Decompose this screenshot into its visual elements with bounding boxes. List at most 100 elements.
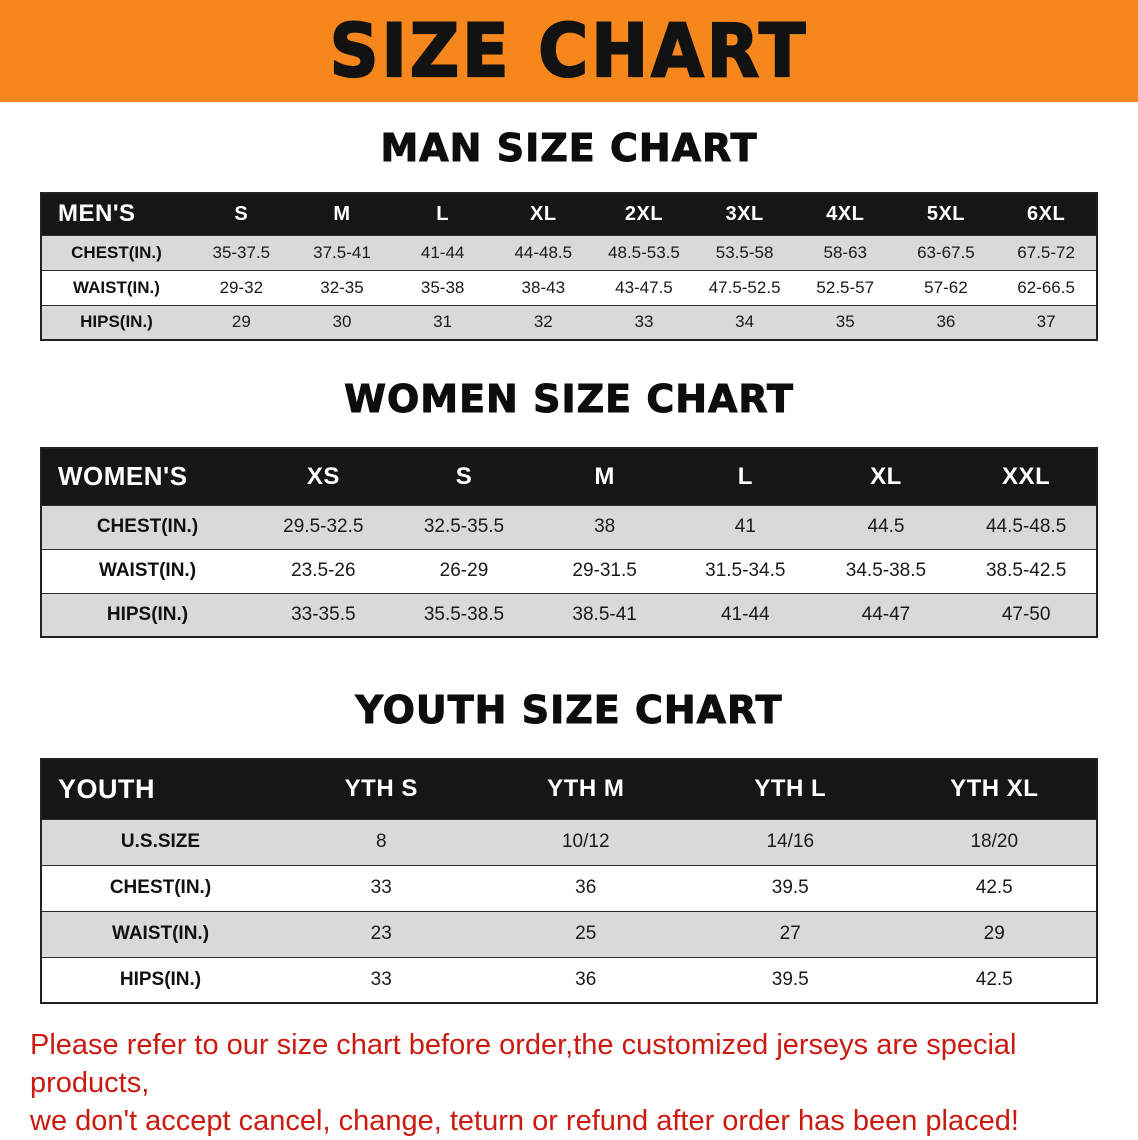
men-size-table: MEN'S S M L XL 2XL 3XL 4XL 5XL 6XL CHEST(IN.) 35-37… [40,192,1098,341]
size-column-header: XL [870,462,902,490]
size-column-header: L [737,462,753,490]
size-value: 25 [575,923,597,944]
size-value: 31 [433,312,453,332]
table-corner-label: WOMEN'S [58,461,188,492]
youth-chart-heading: YOUTH SIZE CHART [355,688,783,733]
size-column-header: 3XL [725,202,764,225]
women-size-table: WOMEN'S XS S M L XL XXL CHEST(IN.) 29.5-32.5 32.5… [40,447,1098,638]
size-value: 39.5 [771,968,809,990]
size-value: 36 [575,877,597,898]
size-value: 57-62 [924,277,968,297]
table-row: HIPS(IN.) 33-35.5 35.5-38.5 38.5-41 41-44 44-… [41,593,1097,637]
men-size-chart-section: MAN SIZE CHART MEN'S S M L XL 2XL 3XL 4XL 5XL 6XL… [0,126,1138,341]
disclaimer: Please refer to our size chart before or… [30,1026,1138,1140]
disclaimer-line-1: Please refer to our size chart before or… [30,1029,1017,1099]
size-value: 29.5-32.5 [283,516,364,537]
size-column-header: 6XL [1027,202,1066,225]
size-value: 43-47.5 [615,277,673,297]
size-value: 47.5-52.5 [708,277,781,297]
row-label: CHEST(IN.) [96,516,199,537]
table-corner-label: MEN'S [58,200,136,228]
size-column-header: 2XL [624,202,664,225]
table-header-row: YOUTH YTH S YTH M YTH L YTH XL [41,759,1097,819]
size-column-header: S [455,462,473,490]
row-label: WAIST(IN.) [111,923,210,944]
size-value: 23 [370,923,392,944]
size-value: 18/20 [970,831,1019,852]
size-value: 36 [575,968,597,990]
women-size-chart-section: WOMEN SIZE CHART WOMEN'S XS S M L XL XXL CHEST(… [0,377,1138,638]
size-value: 36 [936,312,956,332]
size-value: 30 [332,312,352,332]
size-value: 32.5-35.5 [423,516,505,537]
size-value: 37 [1036,312,1056,332]
size-column-header: 5XL [926,202,966,225]
table-row: U.S.SIZE 8 10/12 14/16 18/20 [41,819,1097,865]
table-row: CHEST(IN.) 29.5-32.5 32.5-35.5 38 41 44.5 44.5… [41,505,1097,549]
table-row: CHEST(IN.) 33 36 39.5 42.5 [41,865,1097,911]
row-label: HIPS(IN.) [106,603,189,625]
table-row: WAIST(IN.) 23.5-26 26-29 29-31.5 31.5-34.5 34… [41,549,1097,593]
size-value: 38-43 [521,277,566,297]
size-value: 34.5-38.5 [845,560,927,581]
size-value: 44.5 [867,516,905,537]
size-value: 32-35 [320,277,364,297]
size-value: 34 [735,312,755,332]
size-chart-banner: SIZE CHART [0,0,1138,102]
size-value: 35 [835,312,855,332]
size-value: 39.5 [771,877,809,898]
size-column-header: XL [530,202,557,225]
size-value: 26-29 [439,560,489,581]
size-value: 32 [533,312,553,332]
size-column-header: XS [306,462,340,490]
row-label: CHEST(IN.) [71,242,162,262]
size-value: 8 [375,831,387,852]
size-value: 33 [370,968,392,990]
row-label: CHEST(IN.) [109,877,212,898]
disclaimer-line-2: we don't accept cancel, change, teturn o… [30,1105,1019,1137]
size-column-header: XXL [1002,462,1051,490]
size-value: 35-37.5 [212,242,271,262]
size-value: 35-38 [420,277,465,297]
size-column-header: S [234,202,249,225]
size-value: 67.5-72 [1017,242,1075,262]
size-value: 10/12 [561,831,610,852]
men-chart-heading: MAN SIZE CHART [380,126,758,171]
size-value: 31.5-34.5 [705,560,786,581]
size-column-header: L [436,202,449,225]
table-row: WAIST(IN.) 29-32 32-35 35-38 38-43 43-47.5 47.… [41,270,1097,305]
table-row: CHEST(IN.) 35-37.5 37.5-41 41-44 44-48.5 48.5… [41,235,1097,270]
youth-size-chart-section: YOUTH SIZE CHART YOUTH YTH S YTH M YTH L YTH… [0,688,1138,1004]
size-value: 48.5-53.5 [608,242,680,262]
size-value: 63-67.5 [917,242,975,262]
size-value: 38.5-42.5 [985,560,1067,581]
size-value: 14/16 [766,831,815,852]
size-value: 35.5-38.5 [423,603,505,625]
size-value: 37.5-41 [313,242,371,262]
size-value: 62-66.5 [1017,277,1075,297]
row-label: HIPS(IN.) [119,968,202,990]
table-header-row: WOMEN'S XS S M L XL XXL [41,448,1097,505]
size-value: 52.5-57 [816,277,875,297]
row-label: WAIST(IN.) [73,277,160,297]
table-corner-label: YOUTH [58,773,155,804]
size-column-header: YTH S [344,775,418,803]
size-value: 41-44 [420,242,465,262]
row-label: HIPS(IN.) [80,312,153,332]
size-value: 42.5 [975,968,1013,990]
size-value: 29 [983,923,1005,944]
size-value: 33 [634,312,654,332]
size-value: 47-50 [1001,603,1051,625]
table-row: HIPS(IN.) 33 36 39.5 42.5 [41,957,1097,1003]
size-column-header: M [594,462,615,490]
row-label: U.S.SIZE [120,831,201,852]
size-value: 58-63 [823,242,867,262]
size-value: 33-35.5 [291,603,356,625]
size-value: 41-44 [720,603,770,625]
youth-size-table: YOUTH YTH S YTH M YTH L YTH XL U.S.SIZE 8 10/12… [40,758,1098,1004]
size-column-header: M [333,202,351,225]
size-value: 29-32 [219,277,264,297]
size-value: 44-48.5 [514,242,573,262]
size-value: 33 [370,877,392,898]
